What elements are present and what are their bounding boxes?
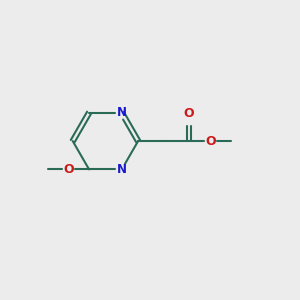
Text: O: O bbox=[183, 106, 194, 120]
Text: O: O bbox=[206, 135, 216, 148]
Text: O: O bbox=[63, 163, 74, 176]
Text: N: N bbox=[117, 163, 127, 176]
Text: N: N bbox=[117, 106, 127, 119]
